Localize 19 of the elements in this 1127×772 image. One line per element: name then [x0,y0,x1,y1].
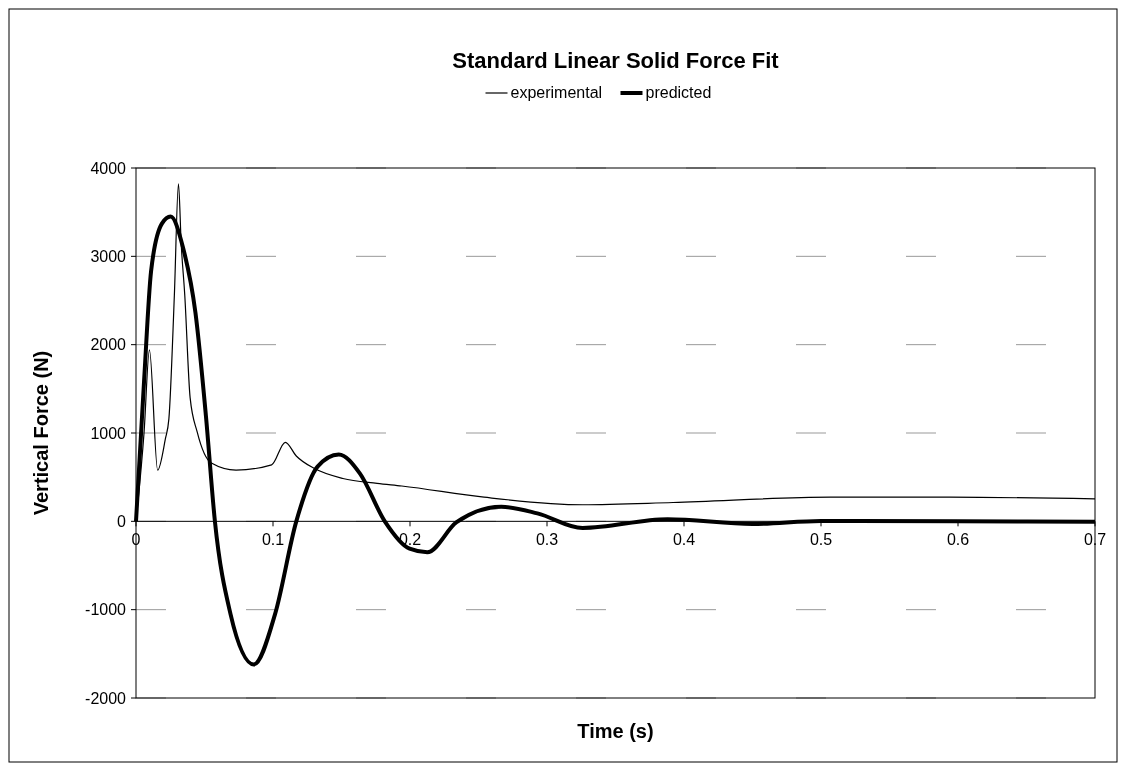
x-tick-label: 0 [131,531,141,549]
x-tick-label: 0.5 [809,531,833,549]
y-tick-label: 1000 [90,424,127,442]
x-tick-label: 0.3 [535,531,559,549]
legend-label: experimental [510,84,603,101]
chart-title: Standard Linear Solid Force Fit [452,48,780,73]
y-axis-title: Vertical Force (N) [30,350,52,516]
y-tick-label: 3000 [90,247,127,265]
x-tick-label: 0.4 [672,531,696,549]
x-axis-title: Time (s) [577,720,654,742]
y-tick-label: 4000 [90,159,127,177]
x-tick-label: 0.7 [1083,531,1107,549]
x-tick-label: 0.6 [946,531,970,549]
y-tick-label: -2000 [85,689,127,707]
y-tick-label: 0 [117,512,127,530]
y-tick-label: -1000 [85,601,127,619]
y-tick-label: 2000 [90,336,127,354]
legend-label: predicted [645,84,712,101]
x-tick-label: 0.1 [261,531,285,549]
